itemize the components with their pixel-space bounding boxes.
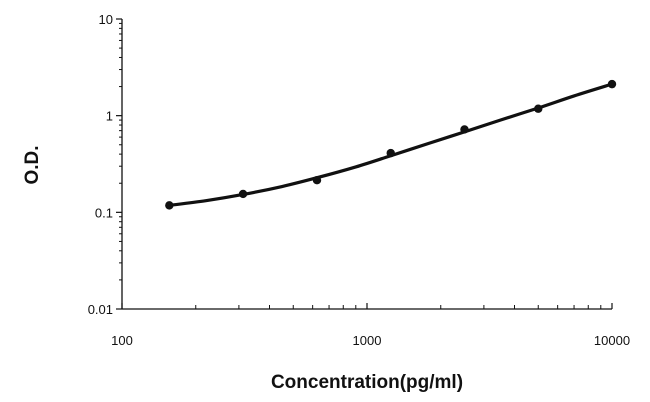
x-tick-label: 10000 <box>594 333 630 348</box>
data-point <box>238 189 248 199</box>
tick-labels: 0.01 0.1 1 10 100 1000 10000 <box>88 12 630 348</box>
y-axis-title: O.D. <box>22 145 43 184</box>
data-point <box>386 148 395 158</box>
series-group <box>165 79 617 210</box>
x-axis-title: Concentration(pg/ml) <box>271 372 463 393</box>
data-point <box>607 79 617 89</box>
data-point <box>534 104 543 113</box>
y-tick-label: 1 <box>106 109 113 124</box>
data-point <box>165 201 174 210</box>
x-tick-label: 1000 <box>353 333 382 348</box>
tick-marks <box>116 18 613 310</box>
x-tick-label: 100 <box>111 333 133 348</box>
data-point <box>460 125 469 134</box>
fit-curve <box>167 82 614 207</box>
y-tick-label: 0.1 <box>95 205 113 220</box>
data-point <box>312 175 322 185</box>
y-tick-label: 10 <box>99 12 113 27</box>
y-tick-label: 0.01 <box>88 302 113 317</box>
